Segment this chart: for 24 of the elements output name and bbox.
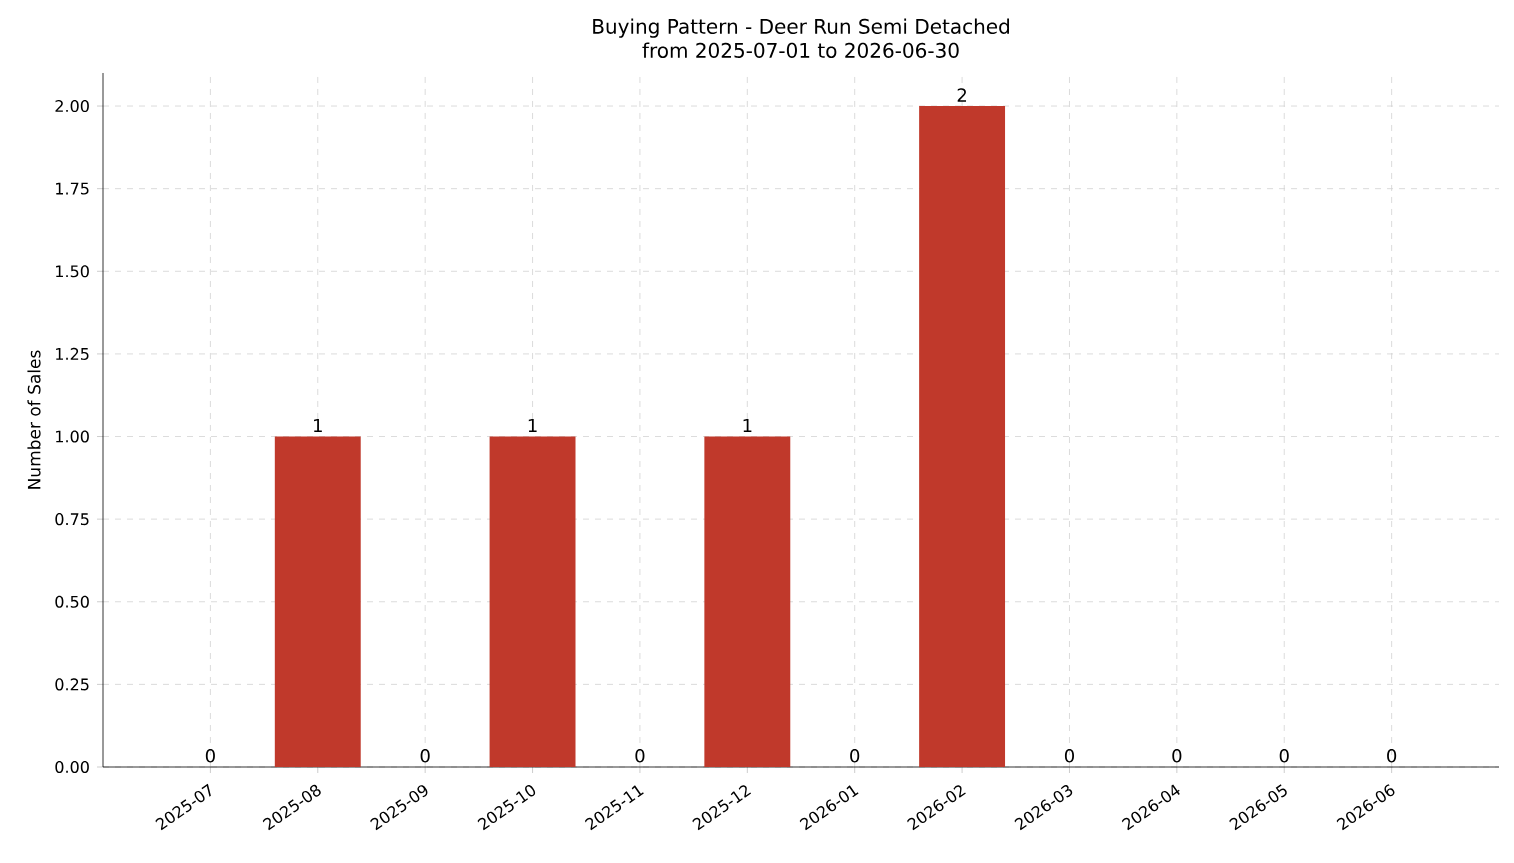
y-tick-label: 0.00 xyxy=(55,760,89,774)
y-tick-label: 1.50 xyxy=(56,265,89,278)
y-axis-title: Number of Sales xyxy=(27,350,41,489)
chart-subtitle: from 2025-07-01 to 2026-06-30 xyxy=(642,42,959,58)
data-label: 0 xyxy=(205,748,215,763)
data-label: 0 xyxy=(635,748,645,763)
y-tick-label: 1.00 xyxy=(56,430,89,443)
chart-title: Buying Pattern - Deer Run Semi Detached xyxy=(593,18,1009,38)
y-tick-label: 1.75 xyxy=(56,182,89,195)
data-label: 0 xyxy=(850,748,860,763)
y-tick-label: 2.00 xyxy=(55,99,89,113)
data-label: 1 xyxy=(743,419,752,433)
data-label: 0 xyxy=(1172,748,1182,763)
y-tick-label: 0.25 xyxy=(55,678,89,691)
data-label: 1 xyxy=(314,419,322,433)
data-label: 0 xyxy=(420,748,430,763)
data-label: 0 xyxy=(1279,748,1289,763)
data-label: 2 xyxy=(957,88,967,102)
data-label: 0 xyxy=(1064,748,1074,763)
data-label: 1 xyxy=(528,419,537,433)
y-tick-label: 0.50 xyxy=(55,595,89,608)
y-tick-label: 1.25 xyxy=(56,347,89,360)
y-tick-label: 0.75 xyxy=(55,513,89,526)
data-label: 0 xyxy=(1387,748,1397,763)
